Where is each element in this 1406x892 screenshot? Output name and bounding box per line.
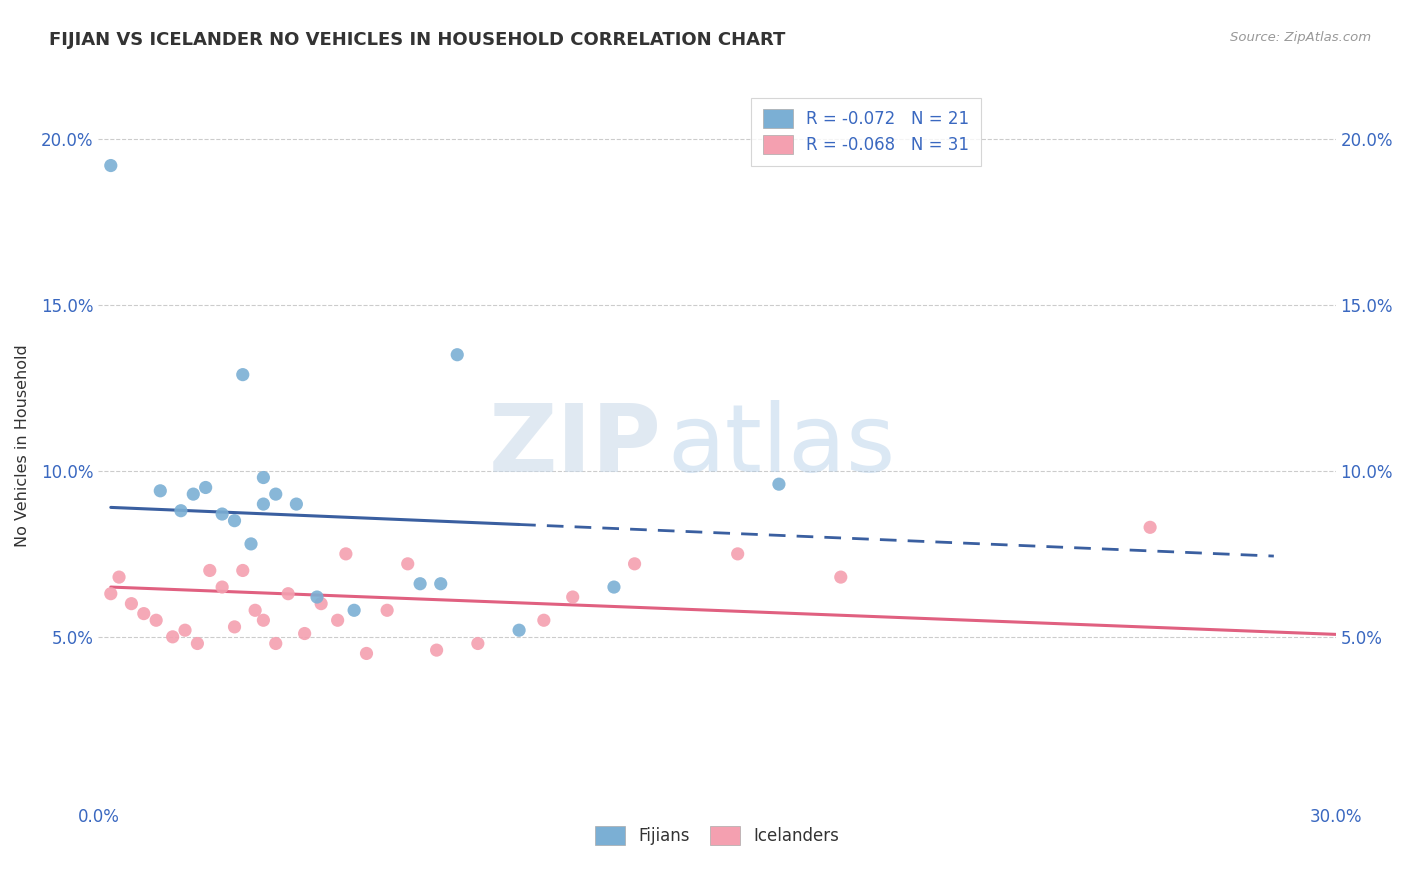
Text: ZIP: ZIP — [488, 400, 661, 492]
Point — [145, 613, 167, 627]
Point — [232, 564, 254, 578]
Point — [446, 348, 468, 362]
Point — [426, 643, 449, 657]
Point — [533, 613, 555, 627]
Point — [194, 481, 217, 495]
Point — [305, 590, 328, 604]
Point — [768, 477, 790, 491]
Point — [409, 576, 432, 591]
Point — [508, 624, 530, 638]
Point — [149, 483, 172, 498]
Point — [603, 580, 626, 594]
Point — [396, 557, 419, 571]
Point — [343, 603, 366, 617]
Point — [120, 597, 142, 611]
Point — [132, 607, 155, 621]
Point — [285, 497, 308, 511]
Point — [326, 613, 349, 627]
Y-axis label: No Vehicles in Household: No Vehicles in Household — [15, 344, 30, 548]
Point — [252, 470, 274, 484]
Point — [727, 547, 749, 561]
Point — [211, 507, 233, 521]
Point — [623, 557, 645, 571]
Point — [100, 587, 122, 601]
Point — [181, 487, 204, 501]
Point — [264, 636, 287, 650]
Point — [309, 597, 332, 611]
Point — [170, 504, 193, 518]
Point — [198, 564, 221, 578]
Point — [186, 636, 208, 650]
Legend: Fijians, Icelanders: Fijians, Icelanders — [588, 819, 846, 852]
Point — [224, 620, 246, 634]
Point — [224, 514, 246, 528]
Point — [294, 626, 316, 640]
Point — [264, 487, 287, 501]
Point — [232, 368, 254, 382]
Point — [830, 570, 852, 584]
Text: Source: ZipAtlas.com: Source: ZipAtlas.com — [1230, 31, 1371, 45]
Point — [100, 159, 122, 173]
Point — [108, 570, 131, 584]
Point — [243, 603, 266, 617]
Point — [561, 590, 583, 604]
Point — [162, 630, 184, 644]
Text: FIJIAN VS ICELANDER NO VEHICLES IN HOUSEHOLD CORRELATION CHART: FIJIAN VS ICELANDER NO VEHICLES IN HOUSE… — [49, 31, 786, 49]
Point — [467, 636, 489, 650]
Point — [240, 537, 263, 551]
Point — [375, 603, 398, 617]
Point — [211, 580, 233, 594]
Point — [429, 576, 451, 591]
Point — [174, 624, 197, 638]
Point — [356, 647, 378, 661]
Point — [252, 497, 274, 511]
Point — [277, 587, 299, 601]
Text: atlas: atlas — [668, 400, 896, 492]
Point — [335, 547, 357, 561]
Point — [1139, 520, 1161, 534]
Point — [252, 613, 274, 627]
